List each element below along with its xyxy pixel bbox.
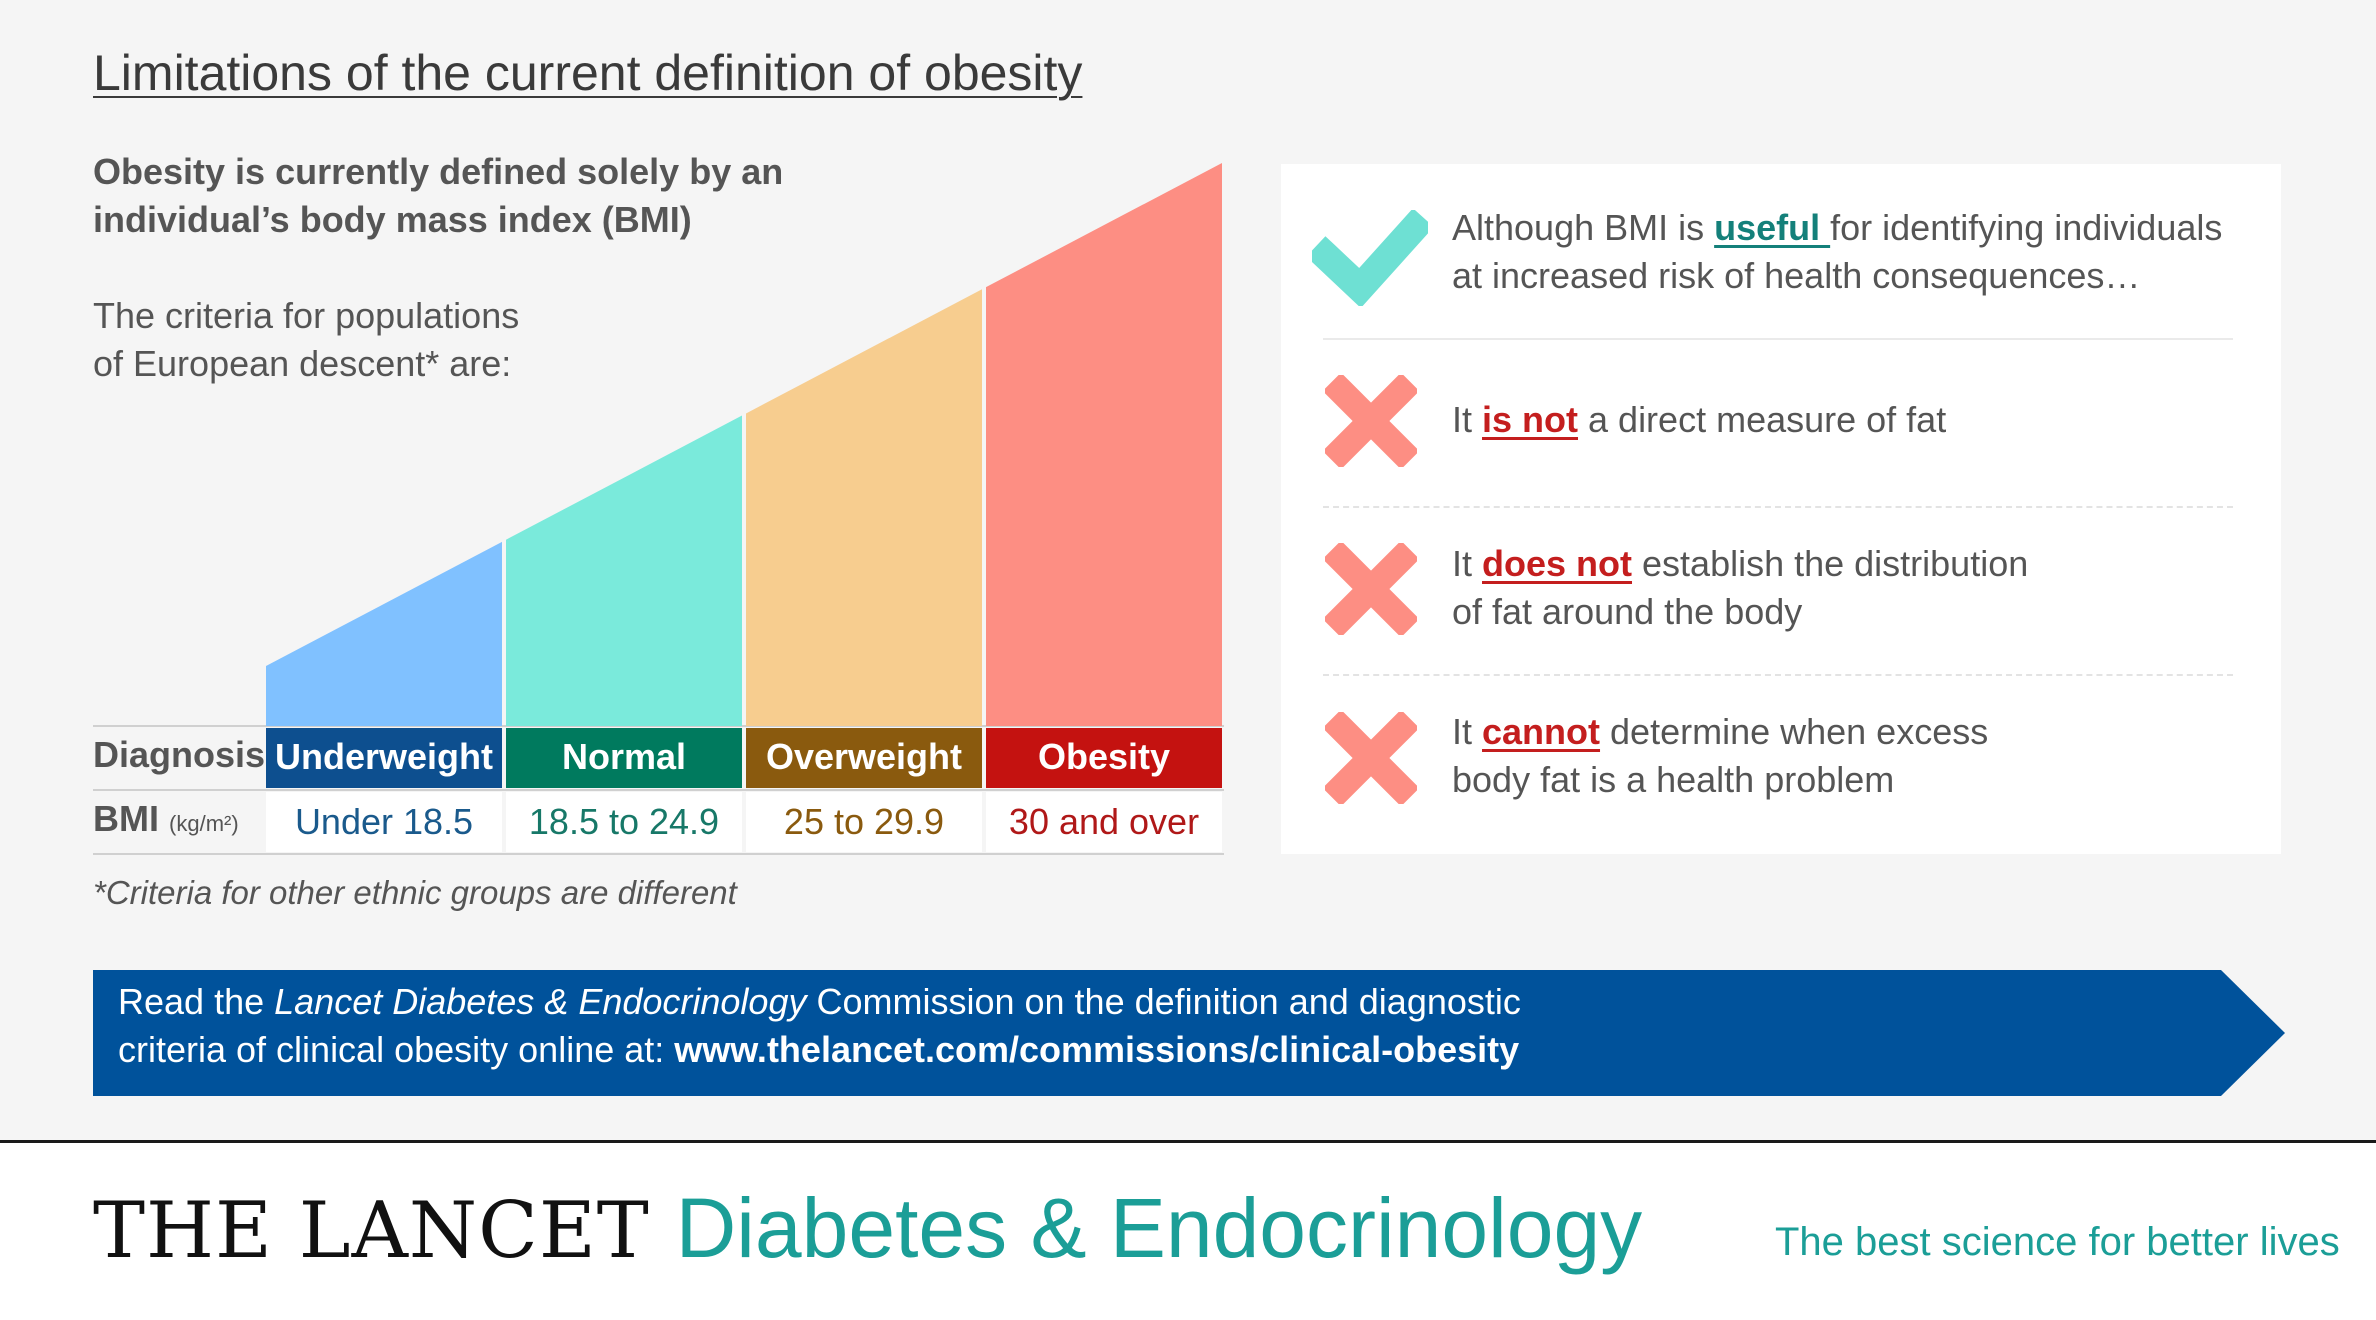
- keyword-is-not: is not: [1482, 399, 1579, 440]
- separator: [1323, 674, 2233, 676]
- bar-normal: [506, 415, 742, 726]
- diagnosis-label-overweight: Overweight: [766, 736, 962, 777]
- diagnosis-cell-underweight: [266, 728, 502, 788]
- limitation-3-text: It: [1452, 543, 1483, 584]
- diagnosis-cell-obesity: [986, 728, 1222, 788]
- bmi-cell-overweight: [746, 792, 982, 852]
- limitation-4-line-2: body fat is a health problem: [1452, 759, 1895, 800]
- bmi-cell-obesity: [986, 792, 1222, 852]
- bar-obesity: [986, 163, 1222, 726]
- brand-name: THE LANCET: [93, 1186, 650, 1276]
- bmi-cell-normal: [506, 792, 742, 852]
- cross-icon: [1325, 543, 1417, 635]
- limitation-3-text-after: establish the distribution: [1632, 543, 2029, 584]
- journal-title: Diabetes & Endocrinology: [675, 1181, 1643, 1275]
- journal-name: Lancet Diabetes & Endocrinology: [274, 981, 807, 1022]
- bar-overweight: [746, 289, 982, 726]
- criteria-line-2: of European descent* are:: [93, 343, 512, 384]
- banner-text-2: Commission on the definition and diagnos…: [806, 981, 1521, 1022]
- keyword-cannot: cannot: [1482, 711, 1601, 752]
- limitation-3-line-2: of fat around the body: [1452, 591, 1803, 632]
- tagline: The best science for better lives: [1775, 1220, 2340, 1264]
- separator: [1323, 338, 2233, 340]
- limitation-2-text-after: a direct measure of fat: [1578, 399, 1947, 440]
- diagnosis-cell-normal: [506, 728, 742, 788]
- diagnosis-label-normal: Normal: [562, 736, 686, 777]
- check-icon: [1312, 210, 1428, 306]
- limitation-1-line-1: Although BMI is useful for identifying i…: [1452, 204, 2222, 252]
- bar-underweight: [266, 541, 502, 726]
- separator: [1323, 506, 2233, 508]
- bmi-row-label: BMI (kg/m²): [93, 798, 239, 840]
- lead-line-2: individual’s body mass index (BMI): [93, 199, 692, 240]
- diagnosis-row-label: Diagnosis: [93, 734, 266, 775]
- limitation-3-line-1: It does not establish the distribution: [1452, 540, 2028, 588]
- keyword-does-not: does not: [1482, 543, 1633, 584]
- keyword-useful: useful: [1714, 207, 1831, 248]
- lead-line-1: Obesity is currently defined solely by a…: [93, 151, 784, 192]
- limitation-4-text: It: [1452, 711, 1483, 752]
- cross-icon: [1325, 375, 1417, 467]
- limitation-2-text: It: [1452, 399, 1483, 440]
- bmi-label: BMI: [93, 798, 159, 839]
- footer-divider: [0, 1140, 2376, 1143]
- cross-icon: [1325, 712, 1417, 804]
- banner-text-1: Read the: [118, 981, 275, 1022]
- banner-text-3: criteria of clinical obesity online at:: [118, 1029, 675, 1070]
- limitation-2-line-1: It is not a direct measure of fat: [1452, 396, 1946, 444]
- lead-text: Obesity is currently defined solely by a…: [93, 148, 813, 244]
- limitation-4: It cannot determine when excess body fat…: [1452, 708, 1988, 804]
- limitation-1-text: Although BMI is: [1452, 207, 1715, 248]
- limitation-1-line-2: at increased risk of health consequences…: [1452, 255, 2141, 296]
- commission-banner[interactable]: [93, 970, 2285, 1096]
- limitation-1-text-after: for identifying individuals: [1830, 207, 2223, 248]
- footnote: *Criteria for other ethnic groups are di…: [93, 874, 737, 911]
- banner-text[interactable]: Read the Lancet Diabetes & Endocrinology…: [118, 978, 1521, 1074]
- limitation-3: It does not establish the distribution o…: [1452, 540, 2028, 636]
- bmi-unit: (kg/m²): [169, 811, 239, 836]
- banner-line-2: criteria of clinical obesity online at: …: [118, 1026, 1521, 1074]
- bmi-cell-underweight: [266, 792, 502, 852]
- limitation-4-text-after: determine when excess: [1600, 711, 1989, 752]
- bmi-value-normal: 18.5 to 24.9: [529, 801, 719, 842]
- diagnosis-label-obesity: Obesity: [1038, 736, 1170, 777]
- bmi-value-underweight: Under 18.5: [295, 801, 473, 842]
- bmi-value-obesity: 30 and over: [1009, 801, 1199, 842]
- page-title: Limitations of the current definition of…: [93, 45, 1083, 101]
- diagnosis-label-underweight: Underweight: [275, 736, 493, 777]
- criteria-line-1: The criteria for populations: [93, 295, 520, 336]
- diagnosis-cell-overweight: [746, 728, 982, 788]
- limitations-panel: [1281, 164, 2281, 854]
- limitation-1: Although BMI is useful for identifying i…: [1452, 204, 2222, 300]
- bmi-chart: Underweight Under 18.5 Normal 18.5 to 24.9 O…: [93, 163, 1224, 855]
- commission-link[interactable]: www.thelancet.com/commissions/clinical-o…: [674, 1029, 1520, 1070]
- bmi-value-overweight: 25 to 29.9: [784, 801, 944, 842]
- lancet-logo: THE LANCET Diabetes & Endocrinology: [93, 1180, 1642, 1277]
- limitation-4-line-1: It cannot determine when excess: [1452, 708, 1988, 756]
- limitation-2: It is not a direct measure of fat: [1452, 396, 1946, 444]
- banner-line-1: Read the Lancet Diabetes & Endocrinology…: [118, 978, 1521, 1026]
- criteria-text: The criteria for populations of European…: [93, 292, 593, 388]
